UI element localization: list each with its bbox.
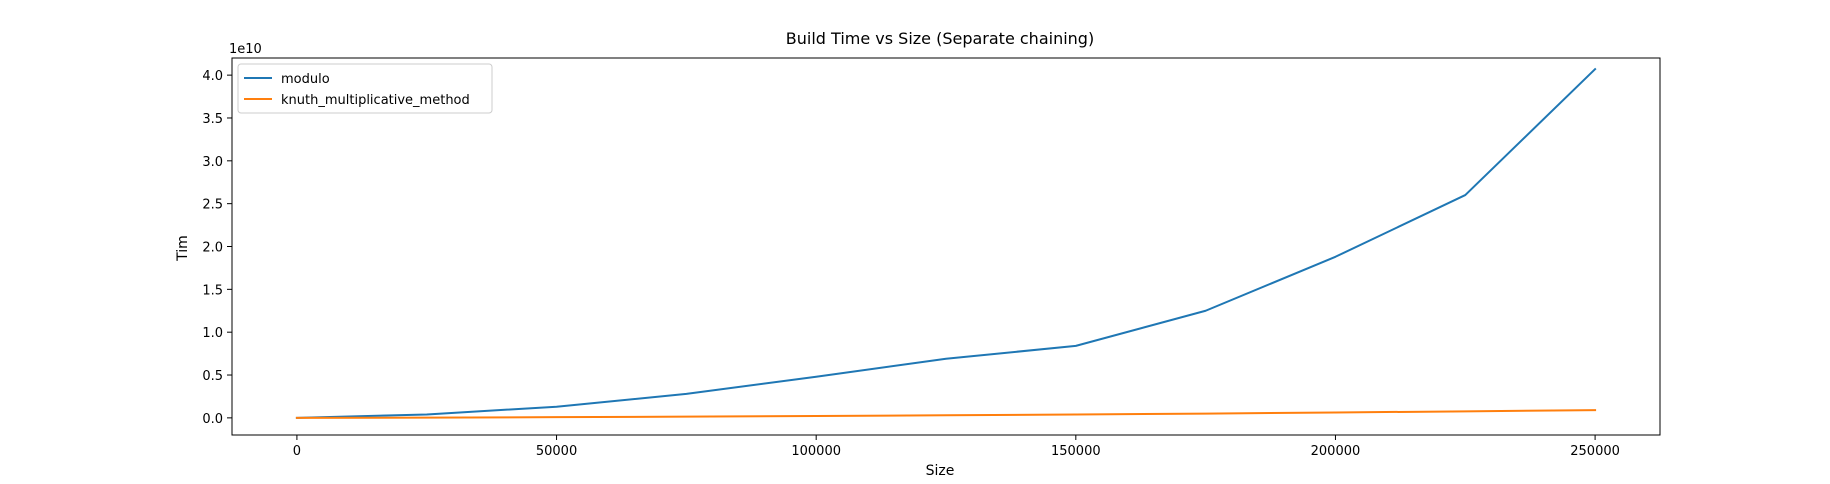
y-tick-label: 3.0 — [202, 155, 223, 170]
y-axis-label: Tim — [175, 235, 191, 262]
x-tick-label: 0 — [293, 444, 301, 459]
x-tick-label: 100000 — [791, 444, 841, 459]
series-line-0 — [295, 67, 1597, 419]
x-axis-label: Size — [926, 463, 955, 479]
legend: modulo knuth_multiplicative_method — [237, 63, 493, 114]
y-offset-text: 1e10 — [229, 42, 262, 57]
x-tick-label: 250000 — [1570, 444, 1620, 459]
legend-label-0: modulo — [281, 72, 330, 87]
legend-label-1: knuth_multiplicative_method — [281, 93, 470, 108]
plot-area: 0 50000 100000 150000 200000 250000 0.0 0.5 1.0 1… — [202, 57, 1661, 459]
legend-frame — [237, 63, 493, 114]
y-tick-label: 0.5 — [202, 369, 223, 384]
y-tick-label: 4.0 — [202, 69, 223, 84]
x-tick-label: 50000 — [536, 444, 577, 459]
y-tick-label: 1.5 — [202, 283, 223, 298]
x-tick-label: 150000 — [1051, 444, 1101, 459]
y-tick-label: 0.0 — [202, 412, 223, 427]
y-tick-label: 2.0 — [202, 241, 223, 256]
x-tick-label: 200000 — [1311, 444, 1361, 459]
plot-frame — [231, 57, 1661, 436]
chart-title: Build Time vs Size (Separate chaining) — [786, 29, 1094, 48]
y-tick-label: 3.5 — [202, 112, 223, 127]
y-tick-label: 2.5 — [202, 198, 223, 213]
y-tick-label: 1.0 — [202, 326, 223, 341]
series-line-1 — [295, 409, 1597, 419]
